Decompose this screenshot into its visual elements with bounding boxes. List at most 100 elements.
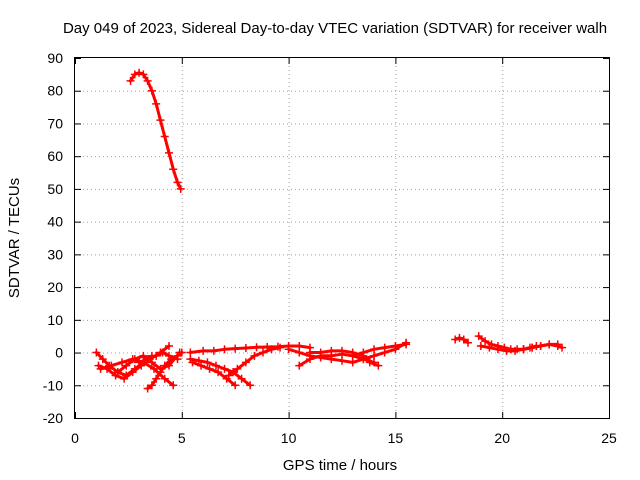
y-tick-label: 50: [47, 181, 63, 197]
data-point: [164, 148, 173, 157]
data-point: [164, 351, 173, 360]
data-point: [231, 381, 240, 390]
y-tick-label: 30: [47, 246, 63, 262]
series-arc-p: [451, 333, 473, 347]
data-point: [295, 348, 304, 357]
data-point: [502, 346, 511, 355]
grid-lines: [75, 58, 609, 418]
plot-frame: [74, 57, 610, 419]
x-tick-labels: 0 5 10 15 20 25: [71, 430, 617, 446]
data-point: [485, 343, 494, 352]
data-point: [459, 335, 468, 344]
data-point: [316, 348, 325, 357]
data-point: [160, 374, 169, 383]
data-point: [391, 342, 400, 350]
data-point: [224, 371, 233, 380]
data-point: [177, 348, 186, 357]
data-point: [143, 76, 152, 85]
data-point: [374, 361, 383, 370]
series-arc-a: [126, 68, 185, 193]
data-point: [258, 348, 267, 357]
data-point: [327, 346, 336, 355]
data-point: [126, 76, 135, 85]
data-point: [348, 351, 357, 360]
data-point: [186, 348, 195, 357]
data-point: [160, 132, 169, 141]
data-point: [173, 355, 182, 364]
data-point: [231, 344, 240, 353]
data-point: [147, 381, 156, 390]
data-point: [117, 358, 126, 367]
data-point: [156, 116, 165, 125]
series-arc-i: [188, 358, 240, 390]
data-point: [295, 361, 304, 370]
x-tick-label: 15: [388, 430, 404, 446]
series-arc-h: [186, 355, 255, 390]
data-point: [188, 358, 197, 367]
data-point: [237, 374, 246, 383]
data-point: [451, 335, 460, 344]
data-point: [156, 368, 165, 377]
series-line: [227, 346, 282, 377]
y-tick-label: -10: [43, 377, 63, 393]
series-arc-s: [519, 340, 567, 354]
data-point: [205, 364, 214, 373]
y-tick-label: 20: [47, 279, 63, 295]
x-tick-label: 5: [178, 430, 186, 446]
data-point: [241, 358, 250, 367]
data-point: [173, 178, 182, 187]
data-point: [147, 358, 156, 367]
data-point: [152, 351, 161, 360]
data-point: [122, 361, 131, 370]
data-point: [135, 68, 144, 77]
data-point: [143, 384, 152, 393]
data-point: [545, 340, 554, 349]
series-line: [453, 336, 470, 345]
series-arc-o: [348, 340, 411, 360]
x-axis-label: GPS time / hours: [283, 457, 397, 474]
data-point: [481, 337, 490, 346]
y-tick-label: -20: [43, 410, 63, 426]
data-point: [365, 358, 374, 367]
data-point: [209, 346, 218, 355]
chart-title: Day 049 of 2023, Sidereal Day-to-day VTE…: [63, 20, 607, 37]
data-point: [130, 355, 139, 364]
x-tick-label: 20: [494, 430, 510, 446]
data-point: [128, 368, 137, 377]
data-point: [250, 351, 259, 360]
data-point: [558, 343, 567, 352]
data-point: [152, 99, 161, 108]
data-point: [233, 364, 242, 373]
data-point: [246, 381, 255, 390]
data-point: [130, 70, 139, 79]
data-point: [528, 343, 537, 352]
data-point: [276, 343, 285, 352]
data-point: [169, 381, 178, 390]
data-point: [135, 358, 144, 367]
y-tick-label: 60: [47, 148, 63, 164]
data-point: [370, 345, 379, 354]
data-point: [214, 368, 223, 377]
data-point: [199, 346, 208, 355]
data-point: [176, 184, 185, 193]
data-point: [160, 361, 169, 370]
data-point: [169, 165, 178, 174]
data-point: [139, 70, 148, 79]
data-point: [152, 374, 161, 383]
data-point: [143, 355, 152, 364]
series-arc-j: [186, 342, 314, 357]
data-point: [96, 364, 105, 373]
data-point: [464, 338, 473, 347]
data-point: [402, 340, 411, 349]
data-point: [474, 332, 483, 341]
series-arc-g: [135, 348, 182, 367]
y-tick-labels: -20 -10 0 10 20 30 40 50 60 70 80 90: [43, 50, 63, 426]
y-tick-label: 90: [47, 50, 63, 66]
data-point: [220, 345, 229, 354]
y-tick-label: 80: [47, 83, 63, 99]
x-tick-label: 25: [601, 430, 617, 446]
data-point: [359, 348, 368, 357]
y-tick-label: 70: [47, 115, 63, 131]
data-point: [536, 342, 545, 350]
